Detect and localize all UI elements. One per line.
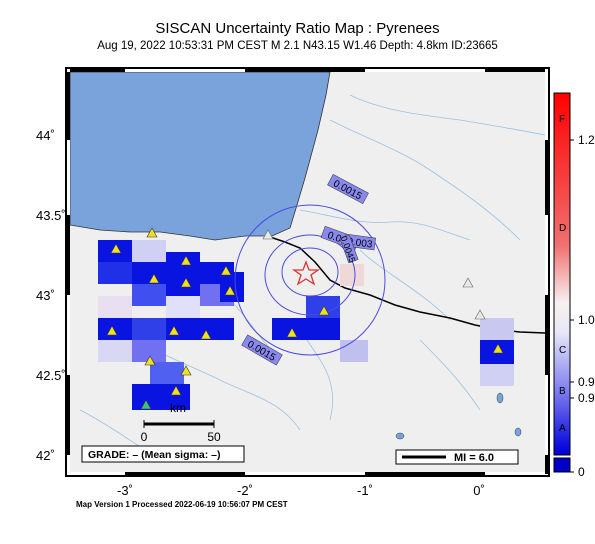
station-icon (180, 255, 192, 266)
colorbar-value-4: 0 (578, 465, 585, 479)
map-subtitle: Aug 19, 2022 10:53:31 PM CEST M 2.1 N43.… (97, 40, 498, 52)
mi-text: MI = 6.0 (454, 452, 494, 464)
epicenter-star-icon (291, 260, 321, 286)
sea-area (70, 72, 331, 241)
lakes (395, 392, 522, 440)
colorbar-value-2: 0.9 (578, 375, 595, 389)
grade-letter-b: B (559, 386, 566, 397)
lat-tick-42: 42˚ (36, 448, 55, 463)
inactive-stations (262, 229, 486, 320)
contour-lines (234, 204, 386, 356)
grade-text: GRADE: – (Mean sigma: –) (88, 449, 220, 461)
station-icon (106, 325, 118, 336)
footer-processed: Map Version 1 Processed 2022-06-19 10:56… (76, 500, 288, 509)
lon-tick-0: 0˚ (473, 483, 485, 498)
station-green-icon (140, 399, 152, 410)
colorbar-letters: F D C B A (559, 114, 566, 434)
lon-tick-minus3: -3˚ (117, 483, 133, 498)
lat-tick-43-5: 43.5˚ (36, 208, 66, 223)
scale-zero: 0 (141, 430, 148, 444)
lon-tick-minus1: -1˚ (357, 483, 373, 498)
scale-bar: 0 50 km (141, 401, 221, 444)
colorbar-zero-swatch (553, 457, 571, 473)
station-icon (144, 355, 156, 366)
map-title: SISCAN Uncertainty Ratio Map : Pyrenees (155, 20, 440, 37)
scale-unit: km (170, 401, 186, 415)
mi-box (395, 449, 519, 465)
grade-letter-c: C (559, 345, 566, 356)
station-icon (180, 277, 192, 288)
lat-tick-43: 43˚ (36, 288, 55, 303)
station-icon (200, 329, 212, 340)
station-icon (146, 227, 158, 238)
station-icon (492, 343, 504, 354)
station-icon (220, 265, 232, 276)
station-icon (224, 285, 236, 296)
colorbar (553, 92, 571, 456)
station-icon (286, 327, 298, 338)
uncertainty-grid (98, 240, 514, 410)
frame-ticks (66, 68, 549, 476)
scale-fifty: 50 (207, 430, 221, 444)
station-icon (168, 325, 180, 336)
station-icon (318, 305, 330, 316)
grade-letter-f: F (559, 114, 565, 125)
lat-tick-44: 44˚ (36, 128, 55, 143)
station-icon (180, 365, 192, 376)
rivers (79, 94, 545, 461)
station-icon (110, 243, 122, 254)
stations (106, 227, 504, 396)
colorbar-values: 1.2 1.0 0.9 0.9 0 (570, 133, 595, 479)
lon-tick-minus2: -2˚ (237, 483, 253, 498)
grade-box (81, 445, 245, 463)
colorbar-value-3: 0.9 (578, 391, 595, 405)
station-icon (148, 273, 160, 284)
grade-letter-a: A (559, 423, 566, 434)
colorbar-value-1: 1.0 (578, 313, 595, 327)
grade-letter-d: D (559, 223, 566, 234)
contour-labels: 0.0015 0.003 0.003 0.0045 0.0015 (241, 173, 376, 366)
station-icon (170, 385, 182, 396)
lat-tick-42-5: 42.5˚ (36, 368, 66, 383)
colorbar-value-0: 1.2 (578, 133, 595, 147)
